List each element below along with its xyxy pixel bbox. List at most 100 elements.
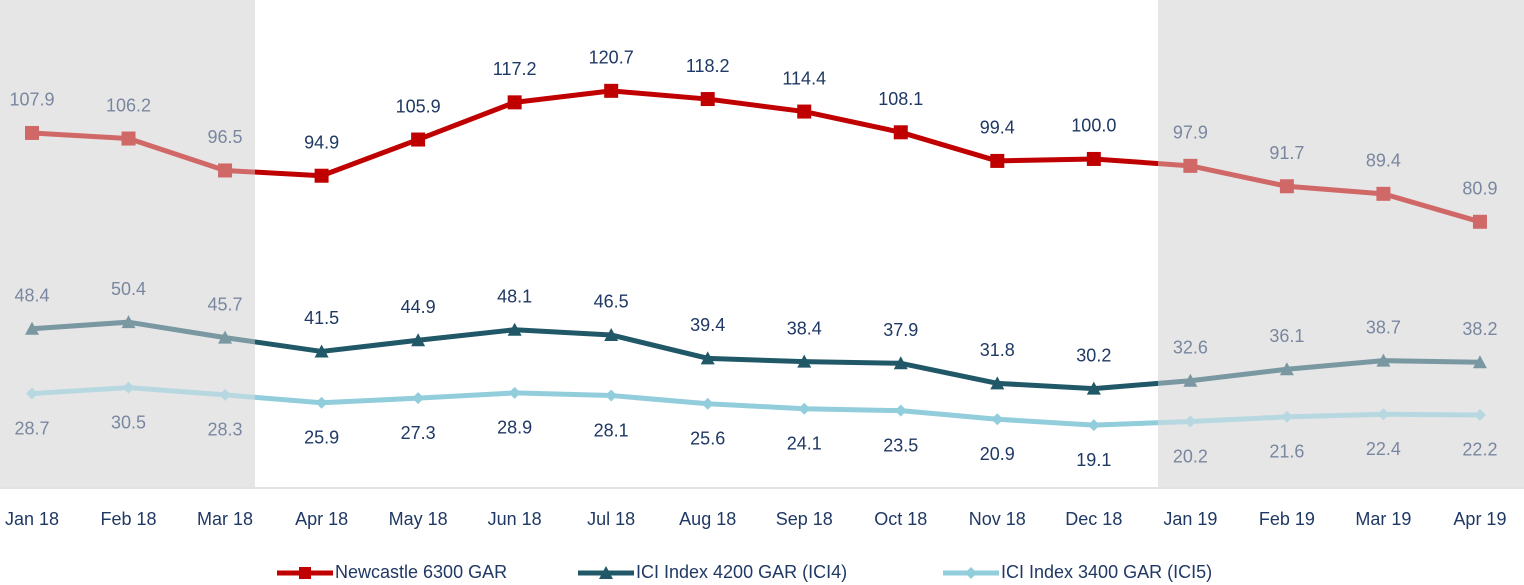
x-tick-label: Apr 19 [1453,509,1506,529]
marker [218,330,233,344]
data-label: 41.5 [304,308,339,328]
marker [1279,179,1294,194]
data-label: 22.2 [1462,440,1497,460]
data-label: 31.8 [980,340,1015,360]
marker [315,396,328,409]
legend-label: ICI Index 3400 GAR (ICI5) [1001,562,1212,582]
data-label: 89.4 [1366,151,1401,171]
marker [965,567,977,579]
data-label: 20.2 [1173,446,1208,466]
marker [507,322,522,336]
marker [1086,381,1101,395]
legend-item: ICI Index 4200 GAR (ICI4) [578,562,847,582]
x-tick-label: Mar 18 [197,509,253,529]
marker [1376,353,1391,367]
data-label: 38.7 [1366,317,1401,337]
data-label: 30.2 [1076,345,1111,365]
data-label: 39.4 [690,315,725,335]
marker [893,125,908,140]
marker [25,321,39,335]
marker [411,333,426,347]
data-label: 28.3 [208,420,243,440]
marker [1473,408,1486,421]
series-line [31,319,1480,392]
marker [604,83,619,98]
x-tick-label: Sep 18 [776,509,833,529]
series-line [31,385,1480,428]
data-label: 99.4 [980,118,1015,138]
data-label: 107.9 [9,90,54,110]
marker [218,163,233,178]
data-label: 28.7 [14,418,49,438]
data-label: 27.3 [401,423,436,443]
marker [507,95,522,110]
x-tick-label: Jan 18 [5,509,59,529]
data-label: 46.5 [594,292,629,312]
data-label: 117.2 [493,59,537,79]
x-tick-label: Mar 19 [1355,509,1411,529]
data-label: 28.1 [594,420,629,440]
x-tick-label: Jul 18 [587,509,635,529]
x-tick-label: Apr 18 [295,509,348,529]
data-label: 38.4 [787,318,822,338]
marker [990,153,1005,168]
data-label: 91.7 [1269,143,1304,163]
marker [1472,214,1487,229]
marker [25,125,39,140]
marker [219,388,232,401]
data-label: 30.5 [111,412,146,432]
data-label: 45.7 [208,294,243,314]
data-label: 19.1 [1076,450,1111,470]
marker [1087,419,1100,432]
marker [122,381,135,394]
legend-item: ICI Index 3400 GAR (ICI5) [943,562,1212,582]
shaded-period [0,0,255,487]
marker [604,327,619,341]
marker [1086,151,1101,166]
data-label: 25.9 [304,428,339,448]
marker [1377,408,1390,421]
legend-label: Newcastle 6300 GAR [335,562,507,582]
marker [991,413,1004,426]
data-label: 22.4 [1366,439,1401,459]
x-tick-label: Aug 18 [679,509,736,529]
marker [1280,410,1293,423]
data-label: 20.9 [980,444,1015,464]
x-tick-label: Feb 18 [101,509,157,529]
x-tick-label: Dec 18 [1065,509,1122,529]
marker [412,392,425,405]
data-label: 38.2 [1462,319,1497,339]
plot: 107.9 106.2 96.5 94.9 105.9 117.2 120.7 118.2 11… [9,48,1497,470]
data-label: 36.1 [1269,326,1304,346]
data-label: 25.6 [690,429,725,449]
x-tick-label: Feb 19 [1259,509,1315,529]
data-label: 48.1 [497,286,532,306]
marker [26,387,38,400]
legend-item: Newcastle 6300 GAR [277,562,507,582]
data-label: 24.1 [787,433,822,453]
marker [700,92,715,107]
marker [1183,158,1198,173]
marker [797,354,812,368]
data-label: 23.5 [883,435,918,455]
x-tick-label: Jan 19 [1163,509,1217,529]
marker [314,344,329,358]
data-label: 106.2 [106,95,151,115]
marker [700,351,715,365]
data-label: 97.9 [1173,123,1208,143]
data-label: 80.9 [1462,179,1497,199]
marker [1184,415,1197,428]
data-label: 96.5 [208,127,243,147]
data-label: 108.1 [878,89,923,109]
marker [314,168,329,183]
shaded-period [1158,0,1524,487]
data-label: 100.0 [1071,116,1116,136]
x-tick-label: Nov 18 [969,509,1026,529]
marker [299,567,311,579]
series-line [31,88,1481,225]
data-label: 94.9 [304,132,339,152]
marker [1376,186,1391,201]
data-label: 37.9 [883,320,918,340]
data-label: 48.4 [14,285,49,305]
marker [1183,373,1198,387]
